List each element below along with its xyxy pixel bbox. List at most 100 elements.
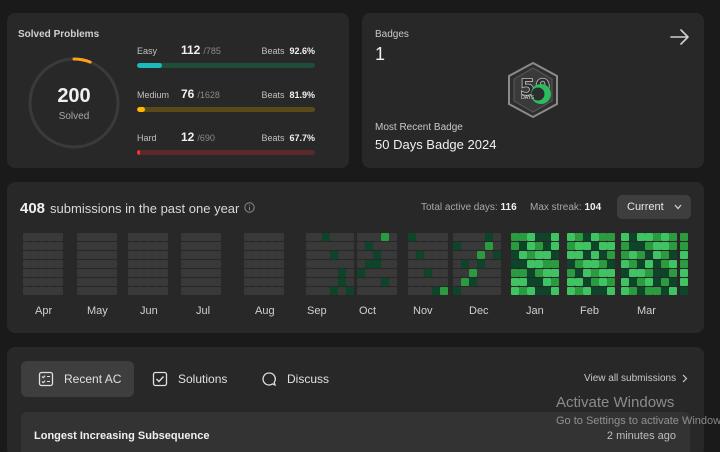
heatmap-cell[interactable] [365,260,373,268]
heatmap-cell[interactable] [583,242,591,250]
heatmap-cell[interactable] [637,251,645,259]
heatmap-cell[interactable] [645,233,653,241]
heatmap-cell[interactable] [322,242,330,250]
heatmap-cell[interactable] [461,260,469,268]
heatmap-cell[interactable] [575,278,583,286]
heatmap-cell[interactable] [268,287,276,295]
heatmap-cell[interactable] [314,278,322,286]
heatmap-cell[interactable] [160,242,168,250]
heatmap-cell[interactable] [440,260,448,268]
heatmap-cell[interactable] [440,251,448,259]
heatmap-cell[interactable] [160,287,168,295]
heatmap-cell[interactable] [583,251,591,259]
heatmap-cell[interactable] [136,242,144,250]
heatmap-cell[interactable] [338,242,346,250]
50-days-badge-icon[interactable]: 50 DAYS [506,61,560,119]
heatmap-cell[interactable] [653,278,661,286]
heatmap-cell[interactable] [453,233,461,241]
heatmap-cell[interactable] [567,287,575,295]
heatmap-cell[interactable] [477,260,485,268]
heatmap-cell[interactable] [469,278,477,286]
heatmap-cell[interactable] [136,233,144,241]
heatmap-cell[interactable] [39,287,47,295]
heatmap-cell[interactable] [493,278,501,286]
heatmap-cell[interactable] [591,242,599,250]
heatmap-cell[interactable] [511,278,519,286]
heatmap-cell[interactable] [23,278,31,286]
heatmap-cell[interactable] [519,233,527,241]
heatmap-cell[interactable] [205,233,213,241]
heatmap-cell[interactable] [543,278,551,286]
heatmap-cell[interactable] [47,260,55,268]
heatmap-cell[interactable] [197,278,205,286]
heatmap-cell[interactable] [109,287,117,295]
heatmap-cell[interactable] [47,251,55,259]
heatmap-cell[interactable] [511,242,519,250]
heatmap-cell[interactable] [330,269,338,277]
heatmap-cell[interactable] [567,251,575,259]
heatmap-cell[interactable] [189,269,197,277]
heatmap-cell[interactable] [661,242,669,250]
heatmap-cell[interactable] [432,260,440,268]
heatmap-cell[interactable] [152,251,160,259]
heatmap-cell[interactable] [144,251,152,259]
heatmap-cell[interactable] [599,233,607,241]
heatmap-cell[interactable] [408,233,416,241]
heatmap-cell[interactable] [136,269,144,277]
heatmap-cell[interactable] [575,287,583,295]
heatmap-cell[interactable] [205,242,213,250]
heatmap-cell[interactable] [31,251,39,259]
heatmap-cell[interactable] [160,233,168,241]
heatmap-cell[interactable] [416,260,424,268]
heatmap-cell[interactable] [389,269,397,277]
heatmap-cell[interactable] [31,287,39,295]
heatmap-cell[interactable] [244,242,252,250]
heatmap-cell[interactable] [128,269,136,277]
heatmap-cell[interactable] [389,260,397,268]
heatmap-cell[interactable] [645,269,653,277]
view-all-submissions-link[interactable]: View all submissions [584,373,688,384]
heatmap-cell[interactable] [527,251,535,259]
heatmap-cell[interactable] [607,287,615,295]
heatmap-cell[interactable] [181,251,189,259]
heatmap-cell[interactable] [485,251,493,259]
heatmap-cell[interactable] [47,269,55,277]
heatmap-cell[interactable] [424,242,432,250]
heatmap-cell[interactable] [152,278,160,286]
heatmap-cell[interactable] [653,287,661,295]
heatmap-cell[interactable] [551,233,559,241]
heatmap-cell[interactable] [77,278,85,286]
heatmap-cell[interactable] [268,278,276,286]
heatmap-cell[interactable] [31,242,39,250]
heatmap-cell[interactable] [599,260,607,268]
heatmap-cell[interactable] [637,233,645,241]
heatmap-cell[interactable] [213,269,221,277]
heatmap-cell[interactable] [432,287,440,295]
heatmap-cell[interactable] [365,233,373,241]
heatmap-cell[interactable] [493,251,501,259]
heatmap-cell[interactable] [55,287,63,295]
heatmap-cell[interactable] [453,251,461,259]
heatmap-cell[interactable] [373,233,381,241]
heatmap-cell[interactable] [669,260,677,268]
heatmap-cell[interactable] [373,260,381,268]
heatmap-cell[interactable] [567,260,575,268]
heatmap-cell[interactable] [181,242,189,250]
heatmap-cell[interactable] [485,287,493,295]
heatmap-cell[interactable] [511,287,519,295]
heatmap-cell[interactable] [629,251,637,259]
heatmap-cell[interactable] [101,278,109,286]
heatmap-cell[interactable] [591,287,599,295]
tab-solutions[interactable]: Solutions [152,361,227,397]
heatmap-cell[interactable] [357,242,365,250]
heatmap-cell[interactable] [128,251,136,259]
heatmap-cell[interactable] [365,269,373,277]
heatmap-cell[interactable] [85,251,93,259]
heatmap-cell[interactable] [567,278,575,286]
heatmap-cell[interactable] [77,242,85,250]
heatmap-cell[interactable] [85,260,93,268]
heatmap-cell[interactable] [461,269,469,277]
heatmap-cell[interactable] [144,287,152,295]
heatmap-cell[interactable] [661,233,669,241]
heatmap-cell[interactable] [144,242,152,250]
